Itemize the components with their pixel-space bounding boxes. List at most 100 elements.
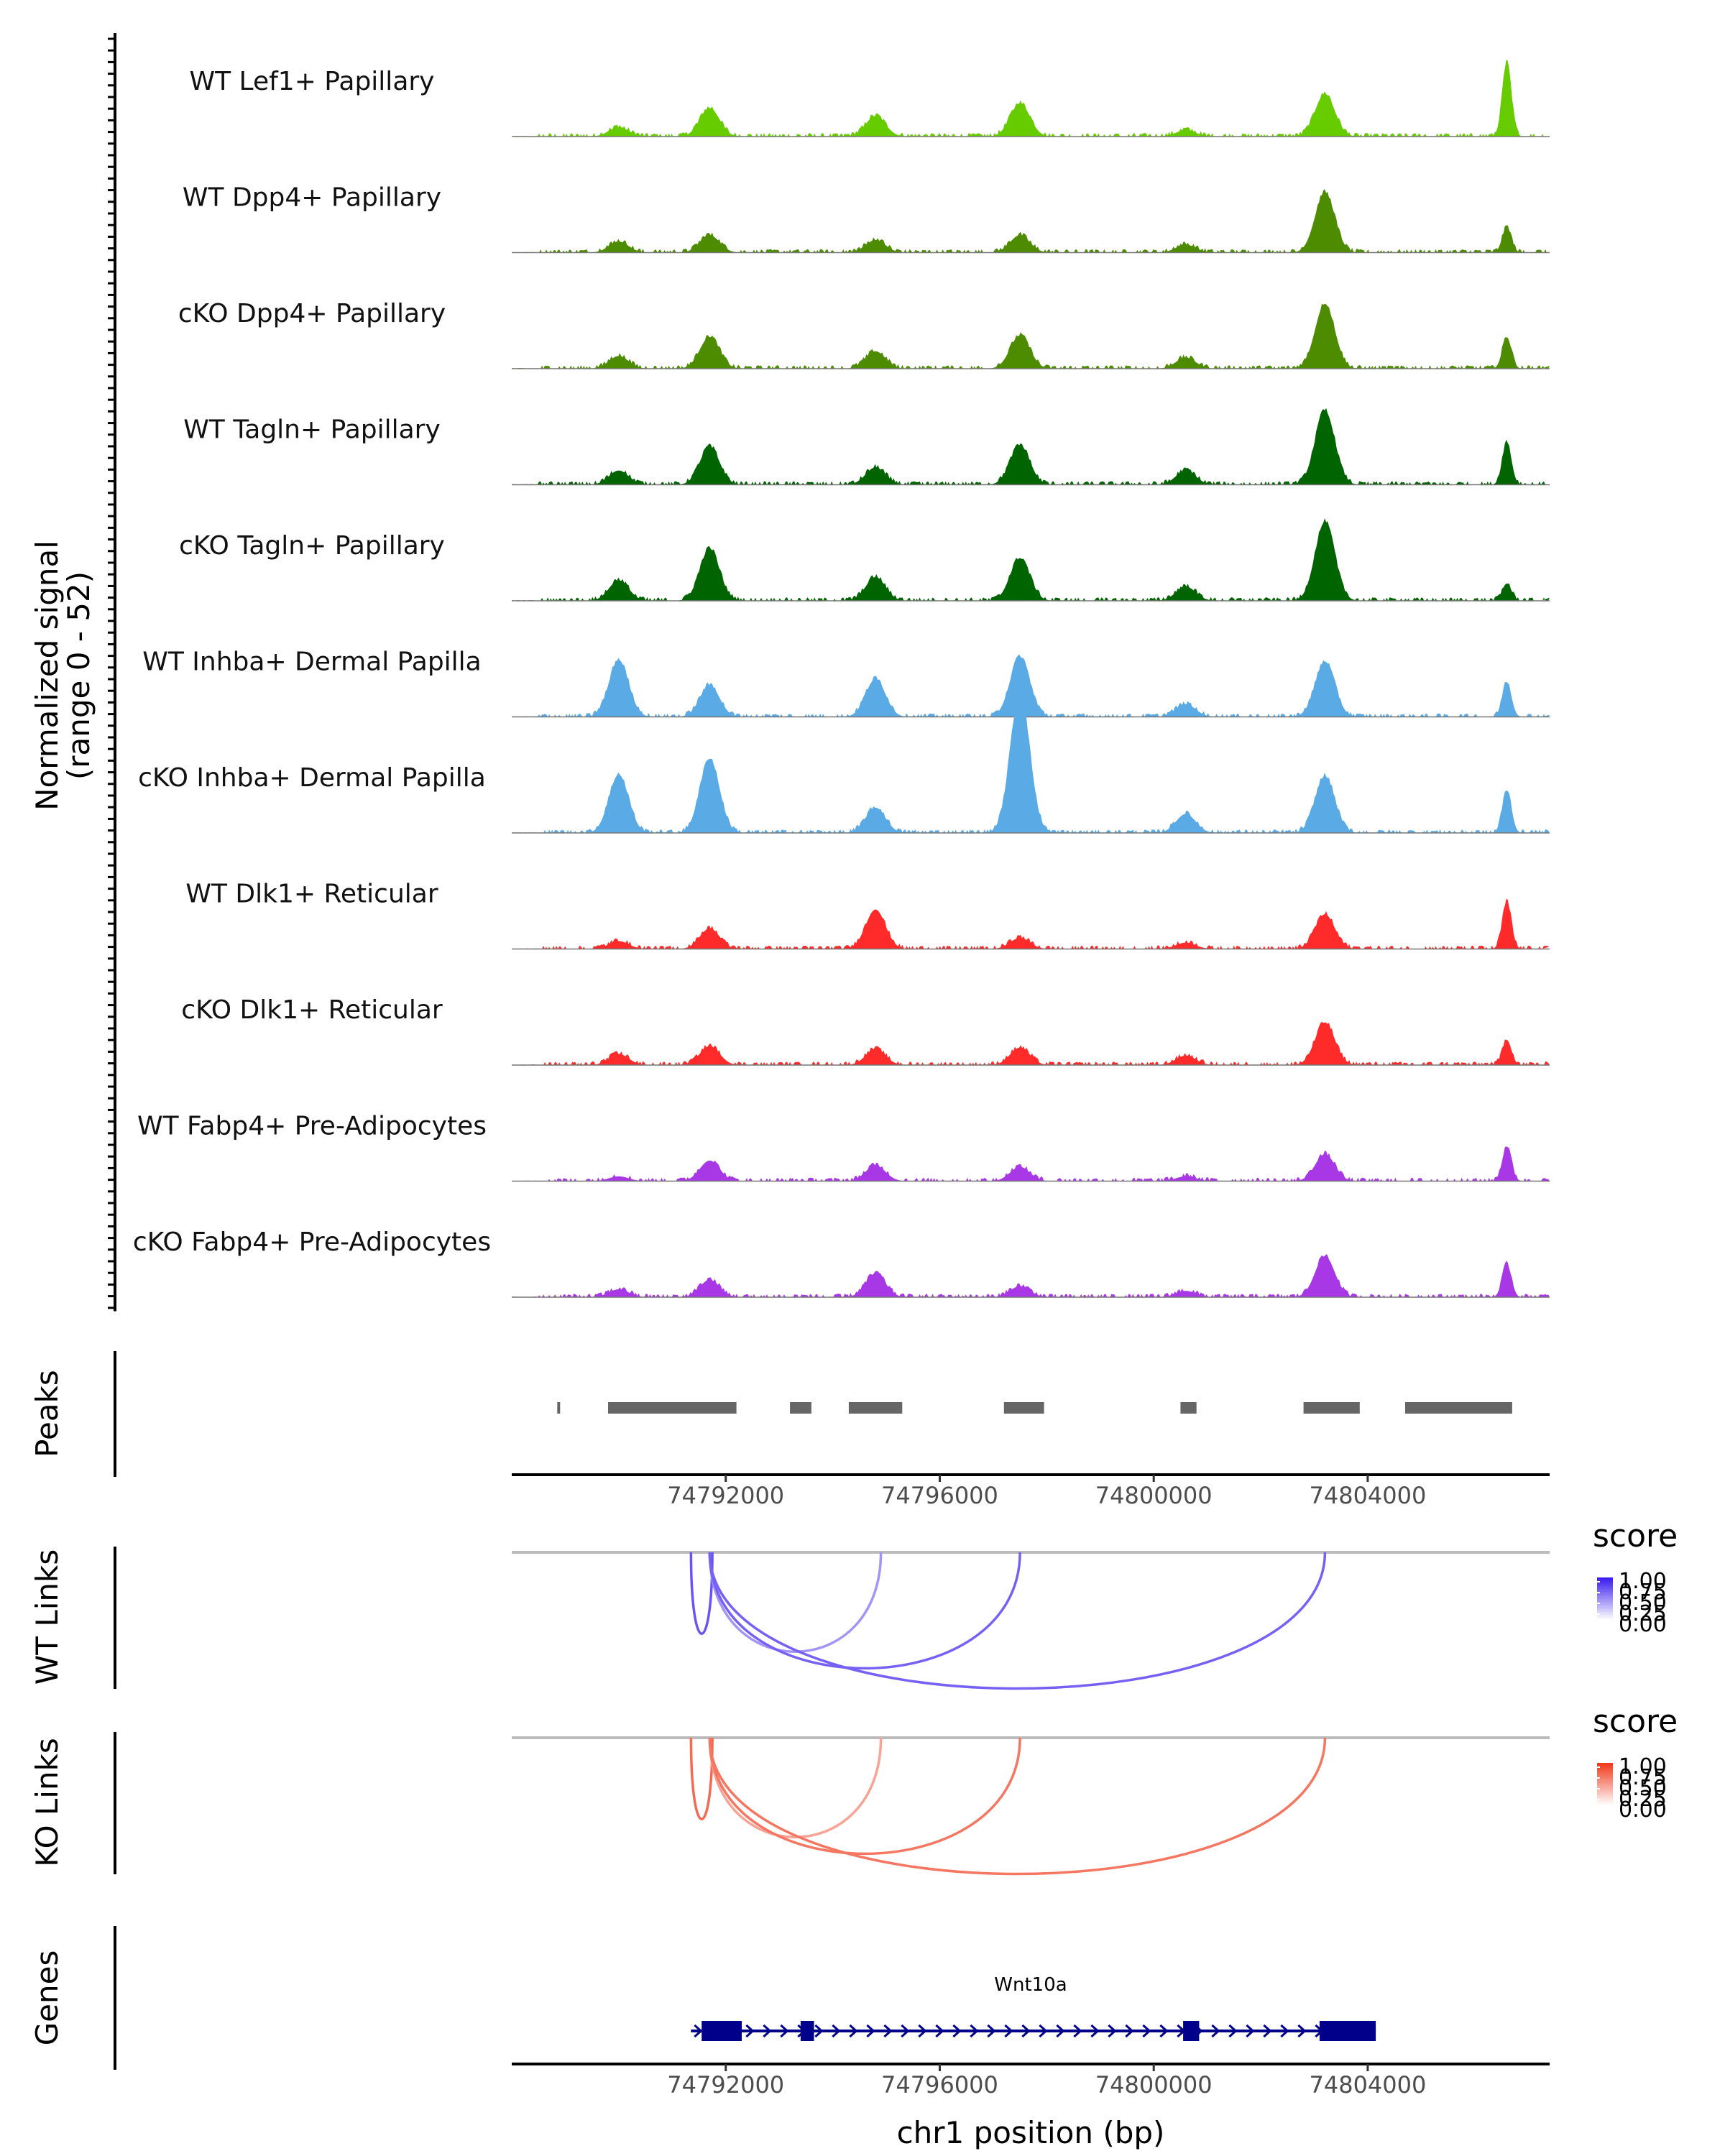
coverage-track: cKO Dlk1+ Reticular [181,995,1550,1066]
legend-gradient-step [1597,1805,1613,1807]
legend-gradient-step [1597,1797,1613,1800]
legend-gradient-step [1597,1582,1613,1584]
legend-gradient-step [1597,1774,1613,1777]
legend-gradient-step [1597,1593,1613,1595]
gene-strand-arrow [901,2024,910,2038]
legend-gradient-step [1597,1577,1613,1580]
gene-strand-arrow [1004,2024,1013,2038]
gene-strand-arrow [780,2024,789,2038]
legend-gradient-step [1597,1590,1613,1593]
legend-tick-label: 0.75 [1619,1765,1667,1790]
peak-region [608,1402,737,1414]
gene-name-label: Wnt10a [994,1974,1067,1996]
legend-gradient-step [1597,1770,1613,1772]
gene-strand-arrow [1297,2024,1307,2038]
legend-gradient-step [1597,1784,1613,1787]
legend-gradient-step [1597,1803,1613,1805]
coverage-track-label: cKO Tagln+ Papillary [179,531,445,561]
gene-strand-arrow [883,2024,893,2038]
legend-tick-label: 0.50 [1619,1776,1667,1801]
coverage-area [512,189,1550,253]
legend-gradient-step [1597,1589,1613,1591]
coverage-area [512,59,1550,137]
genes-label: Genes [29,1950,65,2046]
links-legend-title: score [1593,1703,1678,1740]
x-axis-tick-label: 74804000 [1309,2071,1426,2099]
link-arc [689,1737,714,1820]
legend-gradient-step [1597,1764,1613,1766]
coverage-track: WT Dpp4+ Papillary [183,183,1550,254]
x-axis-title: chr1 position (bp) [897,2115,1165,2150]
gene-strand-arrow [918,2024,927,2038]
legend-gradient-step [1597,1766,1613,1768]
coverage-track-label: WT Lef1+ Papillary [190,67,435,96]
legend-gradient-step [1597,1612,1613,1614]
x-axis-tick-label: 74800000 [1095,2071,1213,2099]
legend-gradient-step [1597,1579,1613,1581]
coverage-area [512,303,1550,369]
link-arc [708,1552,1327,1690]
legend-tick-label: 0.00 [1619,1612,1667,1637]
legend-gradient-step [1597,1600,1613,1603]
x-axis-tick-label: 74796000 [881,1482,998,1509]
legend-gradient-step [1597,1586,1613,1588]
gene-strand-arrow [1108,2024,1117,2038]
x-axis-bottom: 74792000 74796000 74800000 74804000 [512,2063,1550,2099]
legend-gradient-step [1597,1777,1613,1779]
legend-gradient-step [1597,1608,1613,1610]
legend-gradient-step [1597,1786,1613,1788]
peak-region [1303,1402,1360,1414]
legend-gradient-step [1597,1598,1613,1600]
gene-strand-arrow [1142,2024,1151,2038]
gene-exon [1319,2021,1376,2041]
gene-strand-arrow [1090,2024,1100,2038]
gene-strand-arrow [1246,2024,1255,2038]
legend-gradient-step [1597,1790,1613,1792]
coverage-track: cKO Inhba+ Dermal Papilla [138,694,1550,834]
x-axis-tick-label: 74804000 [1309,1482,1426,1509]
legend-gradient-step [1597,1599,1613,1601]
link-arc [708,1737,1327,1876]
coverage-track: WT Fabp4+ Pre-Adipocytes [137,1112,1550,1182]
x-axis-tick-label: 74792000 [667,2071,784,2099]
legend-gradient-step [1597,1595,1613,1597]
legend-gradient-step [1597,1769,1613,1771]
coverage-track: cKO Tagln+ Papillary [179,518,1550,602]
coverage-track: WT Tagln+ Papillary [183,407,1550,486]
coverage-area [512,1254,1550,1297]
links-track: KO Links score 1.000.750.500.250.00 [29,1703,1678,1876]
legend-gradient-step [1597,1609,1613,1611]
coverage-track-label: WT Dlk1+ Reticular [185,880,438,909]
coverage-track: WT Dlk1+ Reticular [185,880,1550,950]
peak-region [790,1402,811,1414]
links-legend-title: score [1593,1518,1678,1554]
x-axis-top: 74792000 74796000 74800000 74804000 [512,1473,1550,1509]
legend-gradient-step [1597,1793,1613,1795]
legend-gradient-step [1597,1611,1613,1613]
gene-exon [702,2021,742,2041]
x-axis-tick-label: 74800000 [1095,1482,1213,1509]
coverage-track-label: WT Tagln+ Papillary [183,415,441,445]
coverage-y-axis [108,33,116,1312]
legend-tick-label: 1.00 [1619,1754,1667,1779]
coverage-track: WT Lef1+ Papillary [190,59,1550,137]
links-track: WT Links score 1.000.750.500.250.00 [29,1518,1678,1690]
coverage-y-label-line1: Normalized signal [29,540,65,811]
legend-gradient-step [1597,1605,1613,1607]
legend-gradient-step [1597,1606,1613,1608]
gene-exon [800,2021,814,2041]
coverage-area [512,1146,1550,1181]
link-arc [689,1552,714,1635]
coverage-track-label: cKO Fabp4+ Pre-Adipocytes [133,1227,491,1257]
legend-gradient-step [1597,1787,1613,1789]
gene-strand-arrow [952,2024,962,2038]
coverage-track-label: WT Fabp4+ Pre-Adipocytes [137,1112,487,1141]
legend-tick-label: 0.50 [1619,1590,1667,1616]
legend-gradient-step [1597,1585,1613,1587]
legend-gradient-step [1597,1779,1613,1781]
gene-strand-arrow [849,2024,858,2038]
x-axis-tick-label: 74796000 [881,2071,998,2099]
legend-gradient-step [1597,1789,1613,1791]
legend-tick-label: 1.00 [1619,1569,1667,1594]
